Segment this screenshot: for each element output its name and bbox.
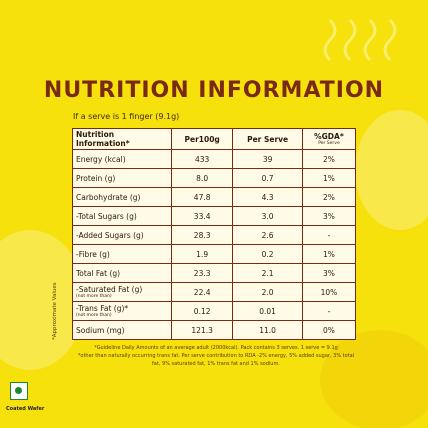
cell: 33.4 <box>170 206 234 226</box>
cell: 8.0 <box>170 168 234 188</box>
cell: 23.3 <box>170 263 234 283</box>
table-row: Sodium (mg) 121.3 11.0 0% <box>72 320 357 340</box>
cell: - <box>301 301 357 321</box>
cell: 1.9 <box>170 244 234 264</box>
column-header-text: Per100g <box>184 134 220 144</box>
cell: 121.3 <box>170 320 234 340</box>
row-label: Energy (kcal) <box>72 149 172 169</box>
cell: 22.4 <box>170 282 234 302</box>
header-row: Nutrition Information* Per100g Per Serve %G… <box>72 128 357 150</box>
cell: 433 <box>170 149 234 169</box>
cell: 47.8 <box>170 187 234 207</box>
column-header: Per Serve <box>232 128 303 150</box>
table-row: Protein (g) 8.0 0.7 1% <box>72 168 357 188</box>
cell: 10% <box>301 282 357 302</box>
row-label-text: -Trans Fat (g)* <box>76 304 129 313</box>
footnote: *other than naturally occurring trans fa… <box>77 353 355 367</box>
footnotes: *Guideline Daily Amounts of an average a… <box>76 344 356 368</box>
column-header-text: Per Serve <box>247 134 289 144</box>
cell: 11.0 <box>232 320 303 340</box>
cell: 3% <box>301 206 357 226</box>
cell: 2.6 <box>232 225 303 245</box>
serve-note: If a serve is 1 finger (9.1g) <box>73 112 180 121</box>
cell: 0.2 <box>232 244 303 264</box>
cell: 0.01 <box>232 301 303 321</box>
cell: 2.0 <box>232 282 303 302</box>
cell: 39 <box>232 149 303 169</box>
row-label: Sodium (mg) <box>72 320 172 340</box>
cell: 3.0 <box>232 206 303 226</box>
cell: 1% <box>301 244 357 264</box>
row-label-text: -Total Sugars (g) <box>76 211 137 221</box>
column-header-text: Nutrition Information* <box>76 130 130 148</box>
table-row: -Trans Fat (g)* (not more than) 0.12 0.01- <box>72 301 357 321</box>
row-label-text: -Fibre (g) <box>76 249 110 259</box>
cell: 28.3 <box>170 225 234 245</box>
nutrition-table: Nutrition Information* Per100g Per Serve %G… <box>72 128 357 340</box>
row-label-text: Energy (kcal) <box>76 154 126 164</box>
row-label: -Total Sugars (g) <box>72 206 172 226</box>
row-label: -Fibre (g) <box>72 244 172 264</box>
footnote: *Guideline Daily Amounts of an average a… <box>94 345 338 351</box>
cell: 3% <box>301 263 357 283</box>
column-header-text: %GDA* <box>314 132 344 141</box>
cell: 0.12 <box>170 301 234 321</box>
table-row: -Saturated Fat (g) (not more than) 22.4 2.0… <box>72 282 357 302</box>
cell: 0% <box>301 320 357 340</box>
row-label: -Trans Fat (g)* (not more than) <box>72 301 172 321</box>
row-label: Protein (g) <box>72 168 172 188</box>
cell: 2% <box>301 149 357 169</box>
row-label-text: Carbohydrate (g) <box>76 192 141 202</box>
side-note: *Approximate Values <box>52 282 58 340</box>
column-header: Per100g <box>170 128 234 150</box>
table-row: -Added Sugars (g) 28.3 2.6- <box>72 225 357 245</box>
row-note: (not more than) <box>76 294 112 299</box>
row-label: -Saturated Fat (g) (not more than) <box>72 282 172 302</box>
column-header: %GDA* Per Serve <box>301 128 357 150</box>
row-label-text: -Added Sugars (g) <box>76 230 144 240</box>
table-row: -Total Sugars (g) 33.4 3.0 3% <box>72 206 357 226</box>
row-label: Carbohydrate (g) <box>72 187 172 207</box>
row-label-text: Protein (g) <box>76 173 116 183</box>
table-row: Carbohydrate (g) 47.8 4.3 2% <box>72 187 357 207</box>
logo-label: Coated Wafer <box>6 406 45 412</box>
cell: - <box>301 225 357 245</box>
cell: 0.7 <box>232 168 303 188</box>
row-label: -Added Sugars (g) <box>72 225 172 245</box>
cell: 4.3 <box>232 187 303 207</box>
column-header: Nutrition Information* <box>72 128 172 150</box>
row-note: (not more than) <box>76 313 112 318</box>
row-label-text: Sodium (mg) <box>76 325 125 335</box>
table-row: Energy (kcal) 433 39 2% <box>72 149 357 169</box>
table-row: -Fibre (g) 1.9 0.2 1% <box>72 244 357 264</box>
title: NUTRITION INFORMATION <box>43 78 385 103</box>
row-label: Total Fat (g) <box>72 263 172 283</box>
row-label-text: Total Fat (g) <box>76 268 121 278</box>
cell: 2% <box>301 187 357 207</box>
cell: 2.1 <box>232 263 303 283</box>
column-sub: Per Serve <box>318 141 340 146</box>
table-row: Total Fat (g) 23.3 2.1 3% <box>72 263 357 283</box>
veg-logo <box>10 382 28 400</box>
cell: 1% <box>301 168 357 188</box>
row-label-text: -Saturated Fat (g) <box>76 285 143 294</box>
